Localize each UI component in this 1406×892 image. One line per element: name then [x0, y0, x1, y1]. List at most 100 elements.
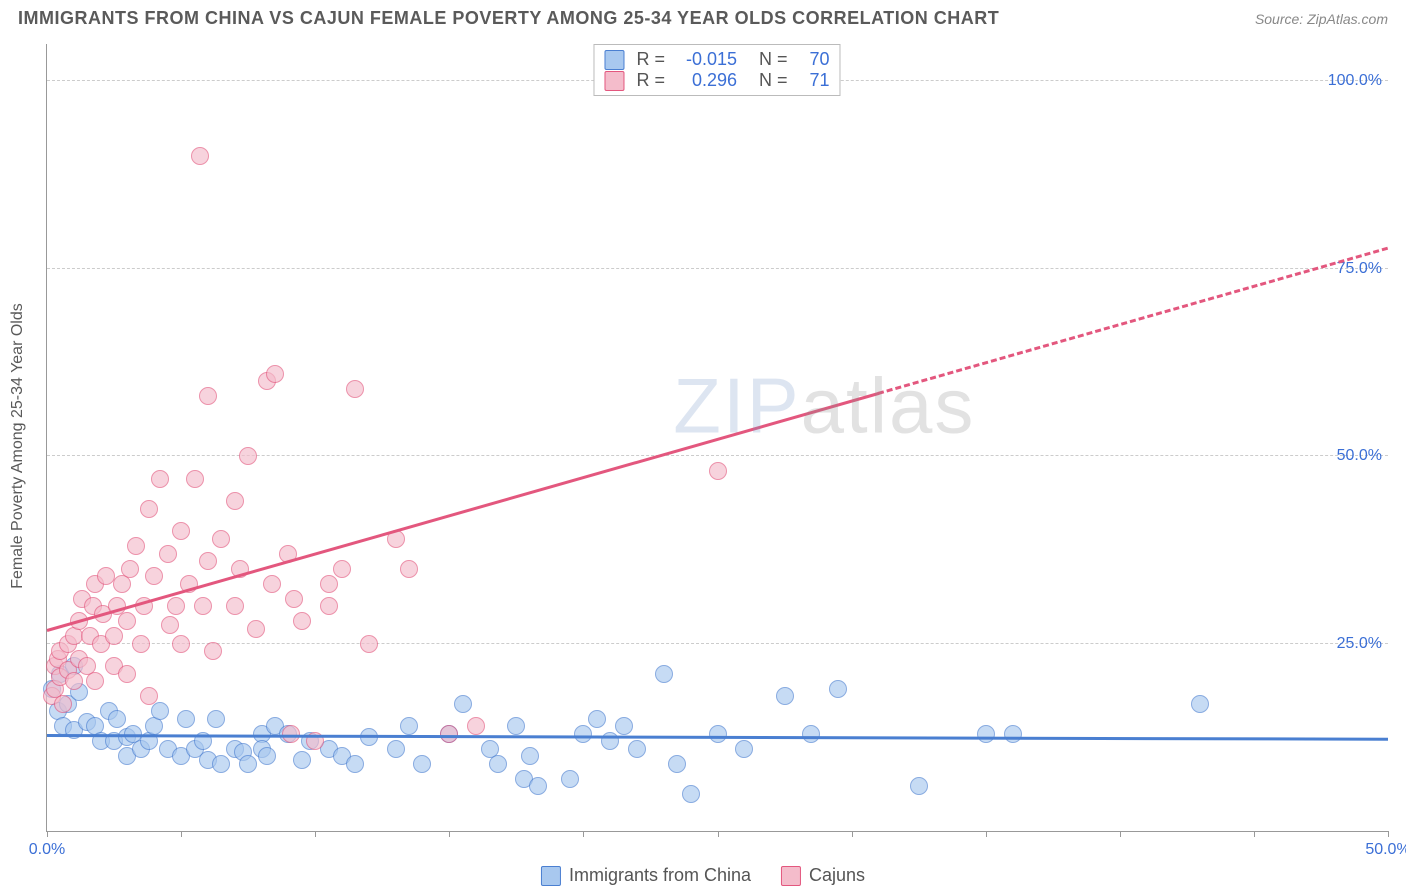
- data-point: [121, 560, 139, 578]
- data-point: [1191, 695, 1209, 713]
- data-point: [776, 687, 794, 705]
- data-point: [108, 710, 126, 728]
- y-tick-label: 100.0%: [1328, 72, 1382, 90]
- data-point: [320, 597, 338, 615]
- y-axis-title: Female Poverty Among 25-34 Year Olds: [9, 303, 27, 589]
- x-tick: [852, 831, 853, 837]
- data-point: [400, 717, 418, 735]
- data-point: [172, 522, 190, 540]
- data-point: [668, 755, 686, 773]
- data-point: [207, 710, 225, 728]
- data-point: [151, 702, 169, 720]
- data-point: [285, 590, 303, 608]
- data-point: [118, 612, 136, 630]
- data-point: [266, 365, 284, 383]
- legend-item: Immigrants from China: [541, 865, 751, 886]
- stat-r-value: 0.296: [677, 70, 737, 91]
- data-point: [320, 575, 338, 593]
- data-point: [802, 725, 820, 743]
- data-point: [829, 680, 847, 698]
- data-point: [258, 747, 276, 765]
- data-point: [65, 672, 83, 690]
- data-point: [199, 552, 217, 570]
- x-tick: [47, 831, 48, 837]
- legend-swatch: [604, 71, 624, 91]
- data-point: [186, 470, 204, 488]
- plot-container: 25.0%50.0%75.0%100.0%0.0%50.0% ZIPatlas …: [46, 44, 1388, 832]
- plot-area: 25.0%50.0%75.0%100.0%0.0%50.0%: [46, 44, 1388, 832]
- data-point: [151, 470, 169, 488]
- data-point: [161, 616, 179, 634]
- stats-row: R =0.296N =71: [604, 70, 829, 91]
- data-point: [54, 695, 72, 713]
- data-point: [413, 755, 431, 773]
- data-point: [977, 725, 995, 743]
- chart-title: IMMIGRANTS FROM CHINA VS CAJUN FEMALE PO…: [18, 8, 999, 29]
- legend-label: Cajuns: [809, 865, 865, 886]
- x-tick-label: 50.0%: [1365, 841, 1406, 859]
- data-point: [263, 575, 281, 593]
- data-point: [247, 620, 265, 638]
- data-point: [132, 635, 150, 653]
- data-point: [910, 777, 928, 795]
- stats-legend-box: R =-0.015N =70R = 0.296 N = 71: [593, 44, 840, 96]
- data-point: [293, 612, 311, 630]
- data-point: [682, 785, 700, 803]
- data-point: [293, 751, 311, 769]
- data-point: [86, 672, 104, 690]
- stat-n-value: 70: [800, 49, 830, 70]
- data-point: [127, 537, 145, 555]
- stat-n-value: 71: [800, 70, 830, 91]
- data-point: [140, 687, 158, 705]
- data-point: [167, 597, 185, 615]
- y-tick-label: 75.0%: [1337, 260, 1382, 278]
- x-tick: [986, 831, 987, 837]
- data-point: [145, 567, 163, 585]
- data-point: [561, 770, 579, 788]
- data-point: [400, 560, 418, 578]
- data-point: [172, 635, 190, 653]
- legend-label: Immigrants from China: [569, 865, 751, 886]
- data-point: [615, 717, 633, 735]
- data-point: [467, 717, 485, 735]
- data-point: [387, 740, 405, 758]
- data-point: [1004, 725, 1022, 743]
- data-point: [735, 740, 753, 758]
- stats-row: R =-0.015N =70: [604, 49, 829, 70]
- data-point: [489, 755, 507, 773]
- data-point: [191, 147, 209, 165]
- data-point: [346, 755, 364, 773]
- data-point: [226, 492, 244, 510]
- data-point: [709, 462, 727, 480]
- data-point: [655, 665, 673, 683]
- x-tick: [181, 831, 182, 837]
- y-tick-label: 50.0%: [1337, 447, 1382, 465]
- gridline: [47, 268, 1388, 269]
- trend-line: [47, 392, 879, 632]
- data-point: [226, 597, 244, 615]
- x-tick: [315, 831, 316, 837]
- stat-r-label: R =: [636, 49, 665, 70]
- data-point: [454, 695, 472, 713]
- x-tick: [583, 831, 584, 837]
- data-point: [105, 627, 123, 645]
- legend-swatch: [541, 866, 561, 886]
- data-point: [118, 665, 136, 683]
- gridline: [47, 643, 1388, 644]
- y-tick-label: 25.0%: [1337, 635, 1382, 653]
- x-tick-label: 0.0%: [29, 841, 65, 859]
- legend-swatch: [781, 866, 801, 886]
- x-tick: [449, 831, 450, 837]
- data-point: [521, 747, 539, 765]
- data-point: [507, 717, 525, 735]
- x-tick: [1254, 831, 1255, 837]
- x-tick: [1388, 831, 1389, 837]
- data-point: [360, 635, 378, 653]
- data-point: [212, 530, 230, 548]
- data-point: [204, 642, 222, 660]
- legend-item: Cajuns: [781, 865, 865, 886]
- legend-swatch: [604, 50, 624, 70]
- stat-n-label: N =: [759, 70, 788, 91]
- bottom-legend: Immigrants from China Cajuns: [541, 865, 865, 886]
- data-point: [628, 740, 646, 758]
